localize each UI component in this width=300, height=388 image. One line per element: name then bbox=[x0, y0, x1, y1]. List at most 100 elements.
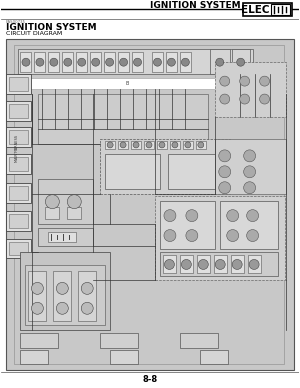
Bar bbox=[5, 127, 31, 147]
Circle shape bbox=[36, 58, 44, 66]
Text: CIRCUIT DIAGRAM: CIRCUIT DIAGRAM bbox=[5, 31, 62, 36]
Bar bbox=[105, 141, 115, 149]
Bar bbox=[132, 52, 143, 72]
Circle shape bbox=[247, 230, 259, 242]
Bar bbox=[38, 179, 93, 223]
Circle shape bbox=[45, 195, 59, 209]
Circle shape bbox=[146, 142, 152, 148]
Circle shape bbox=[219, 182, 231, 194]
Circle shape bbox=[172, 142, 178, 148]
Circle shape bbox=[32, 302, 44, 314]
Bar bbox=[19, 49, 253, 74]
Bar bbox=[5, 211, 31, 230]
Bar bbox=[180, 52, 191, 72]
Bar bbox=[118, 141, 128, 149]
Circle shape bbox=[232, 260, 242, 269]
Text: MAIN HARNESS: MAIN HARNESS bbox=[16, 135, 20, 163]
Text: ELEC: ELEC bbox=[242, 5, 270, 15]
Text: B: B bbox=[125, 81, 129, 86]
Circle shape bbox=[164, 230, 176, 242]
Text: IGNITION SYSTEM: IGNITION SYSTEM bbox=[5, 23, 96, 32]
Circle shape bbox=[185, 142, 191, 148]
Bar bbox=[105, 154, 160, 189]
Circle shape bbox=[67, 195, 81, 209]
Bar bbox=[180, 333, 218, 348]
Circle shape bbox=[198, 260, 208, 269]
Bar bbox=[131, 141, 141, 149]
Circle shape bbox=[244, 150, 256, 162]
Circle shape bbox=[219, 166, 231, 178]
Bar bbox=[163, 255, 176, 274]
Text: EAS00735: EAS00735 bbox=[5, 20, 26, 24]
Circle shape bbox=[159, 142, 165, 148]
Circle shape bbox=[216, 58, 224, 66]
Circle shape bbox=[182, 58, 189, 66]
Circle shape bbox=[249, 260, 259, 269]
Bar bbox=[214, 255, 227, 274]
Bar bbox=[38, 228, 93, 246]
Circle shape bbox=[78, 58, 86, 66]
Circle shape bbox=[134, 58, 142, 66]
Circle shape bbox=[107, 142, 113, 148]
Circle shape bbox=[56, 282, 68, 294]
Circle shape bbox=[92, 58, 100, 66]
Bar bbox=[220, 201, 278, 248]
Bar bbox=[20, 52, 32, 72]
Bar bbox=[200, 350, 228, 364]
Circle shape bbox=[50, 58, 58, 66]
Bar bbox=[20, 333, 58, 348]
Bar bbox=[166, 52, 177, 72]
Bar bbox=[215, 62, 286, 117]
Bar bbox=[48, 52, 59, 72]
Bar bbox=[248, 255, 261, 274]
Bar bbox=[232, 49, 250, 74]
Bar bbox=[8, 157, 28, 171]
Bar bbox=[53, 272, 71, 321]
Circle shape bbox=[220, 76, 230, 86]
Bar bbox=[30, 78, 225, 89]
Bar bbox=[28, 272, 46, 321]
Bar bbox=[8, 214, 28, 228]
Circle shape bbox=[154, 58, 161, 66]
Bar bbox=[170, 141, 180, 149]
Circle shape bbox=[186, 230, 198, 242]
Bar bbox=[196, 141, 206, 149]
Circle shape bbox=[260, 76, 270, 86]
Bar bbox=[104, 52, 115, 72]
Circle shape bbox=[240, 76, 250, 86]
Bar bbox=[20, 350, 48, 364]
Bar bbox=[210, 49, 230, 74]
Circle shape bbox=[247, 210, 259, 222]
Bar bbox=[231, 255, 244, 274]
Circle shape bbox=[133, 142, 139, 148]
Bar bbox=[5, 101, 31, 121]
Circle shape bbox=[244, 182, 256, 194]
Bar bbox=[8, 186, 28, 200]
Bar bbox=[180, 255, 193, 274]
Bar bbox=[152, 52, 163, 72]
Bar bbox=[271, 4, 290, 16]
Circle shape bbox=[227, 210, 239, 222]
Bar bbox=[144, 141, 154, 149]
Circle shape bbox=[81, 302, 93, 314]
Text: IGNITION SYSTEM: IGNITION SYSTEM bbox=[149, 1, 240, 10]
Circle shape bbox=[219, 150, 231, 162]
Bar bbox=[45, 207, 59, 218]
Bar bbox=[5, 183, 31, 203]
Bar bbox=[100, 139, 230, 194]
Circle shape bbox=[164, 260, 174, 269]
Circle shape bbox=[215, 260, 225, 269]
Bar bbox=[100, 333, 138, 348]
Circle shape bbox=[64, 58, 72, 66]
Circle shape bbox=[240, 94, 250, 104]
Circle shape bbox=[120, 58, 128, 66]
Circle shape bbox=[164, 210, 176, 222]
Bar bbox=[14, 45, 283, 364]
Bar bbox=[160, 201, 215, 248]
Bar bbox=[168, 154, 223, 189]
Bar bbox=[160, 253, 278, 276]
Bar bbox=[5, 154, 31, 174]
Circle shape bbox=[22, 58, 30, 66]
Circle shape bbox=[244, 166, 256, 178]
Bar bbox=[20, 253, 110, 330]
